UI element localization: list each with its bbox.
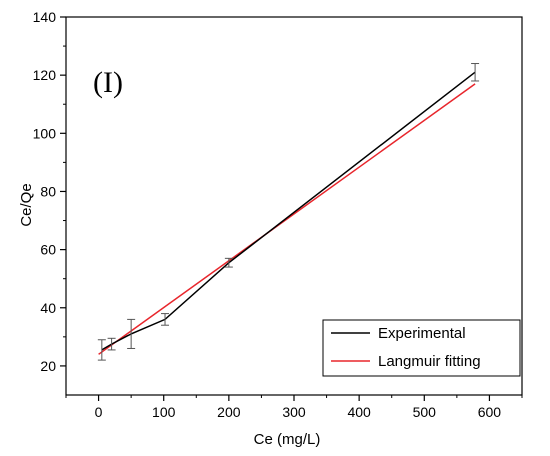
y-tick-label: 80	[40, 183, 56, 199]
legend-label-experimental: Experimental	[378, 325, 466, 342]
series-line-experimental	[101, 71, 476, 351]
legend-box	[322, 319, 521, 377]
error-bars	[97, 63, 480, 361]
y-axis-ticks: 20 40 60 80 100 120 140	[33, 9, 66, 374]
x-tick-label: 600	[478, 404, 502, 420]
y-tick-label: 120	[33, 67, 57, 83]
legend-label-langmuir: Langmuir fitting	[378, 353, 481, 370]
series-line-langmuir	[98, 83, 476, 355]
x-tick-label: 300	[282, 404, 306, 420]
y-tick-label: 60	[40, 242, 56, 258]
panel-label: (I)	[93, 66, 123, 99]
y-axis-title: Ce/Qe	[18, 183, 35, 226]
y-tick-label: 20	[40, 358, 56, 374]
y-tick-label: 100	[33, 125, 57, 141]
x-axis-ticks: 0 100 200 300 400 500 600	[65, 395, 523, 420]
x-tick-label: 200	[217, 404, 241, 420]
x-axis-title: Ce (mg/L)	[254, 431, 321, 448]
x-tick-label: 500	[413, 404, 437, 420]
y-tick-label: 40	[40, 300, 56, 316]
x-tick-label: 100	[152, 404, 176, 420]
x-tick-label: 0	[95, 404, 103, 420]
x-tick-label: 400	[347, 404, 371, 420]
legend: Experimental Langmuir fitting	[322, 319, 521, 377]
series-lines	[98, 71, 476, 355]
y-tick-label: 140	[33, 9, 57, 25]
